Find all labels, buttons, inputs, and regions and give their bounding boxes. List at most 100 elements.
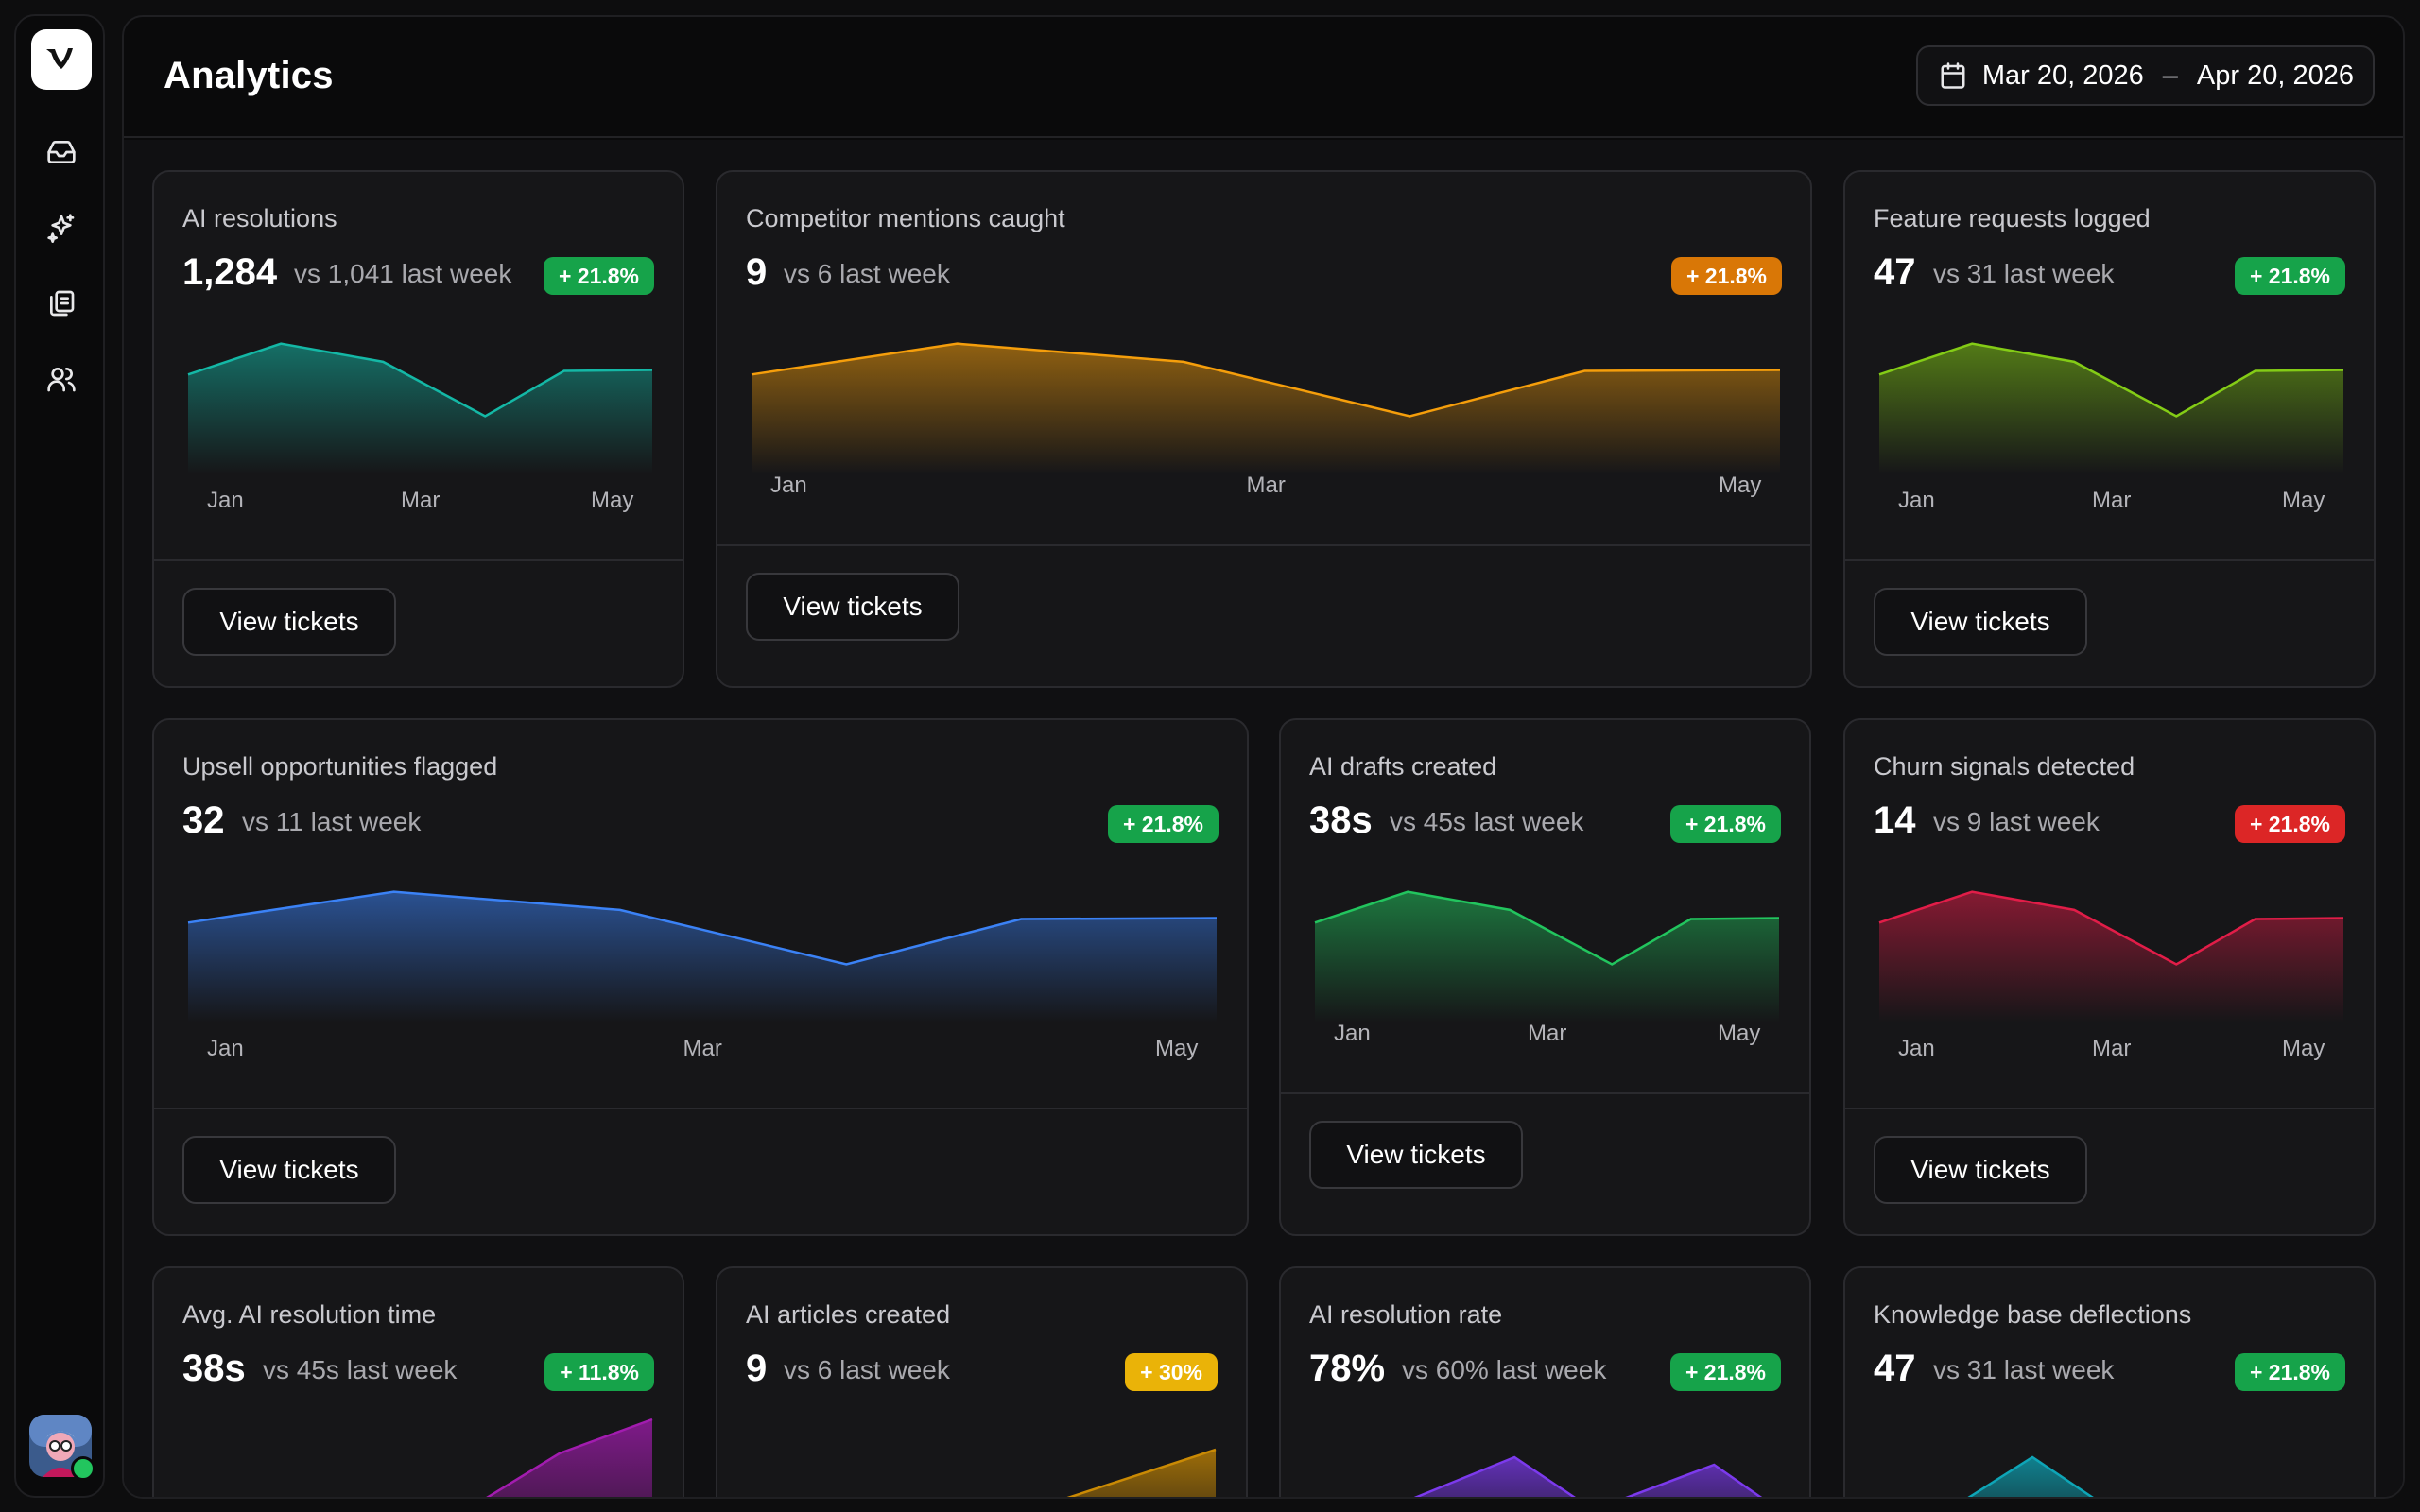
metric-comparison: vs 11 last week [242,807,422,836]
metric-value: 47 [1874,1348,1916,1389]
change-badge: + 21.8% [1669,1353,1781,1391]
card-divider [1845,559,2374,561]
view-tickets-button[interactable]: View tickets [182,1136,396,1204]
metric-comparison: vs 45s last week [1390,807,1584,836]
sparkline-area [752,343,1780,474]
x-axis-label: Mar [2092,488,2132,513]
page-title: Analytics [164,55,334,96]
card-divider [154,1108,1247,1109]
main-panel: Analytics Mar 20, 2026 – Apr 20, 2026 AI… [122,15,2405,1499]
x-axis-label: Mar [683,1036,722,1061]
sparkline-line [187,342,653,418]
sparkline-chart [1967,1455,2094,1497]
metric-card: Competitor mentions caught 9 vs 6 last wee… [716,170,1812,688]
x-axis-label: Jan [207,488,244,513]
sparkline-chart [187,342,653,474]
metric-title: Feature requests logged [1874,204,2151,232]
view-tickets-button[interactable]: View tickets [182,588,396,656]
metric-title: Knowledge base deflections [1874,1300,2192,1329]
x-axis-label: May [2282,1036,2325,1061]
sparkline-area [1969,1457,2092,1497]
copy-icon[interactable] [44,286,78,320]
metric-value: 9 [746,251,768,293]
inbox-icon[interactable] [44,135,78,169]
sparkline-area [1315,891,1779,1022]
metric-value: 9 [746,1348,768,1389]
metric-card: AI resolutions 1,284 vs 1,041 last week + 2… [152,170,684,688]
card-divider [717,544,1810,546]
metric-value: 38s [182,1348,246,1389]
x-axis-label: Mar [1246,472,1286,498]
online-status-dot [71,1456,95,1481]
metric-comparison: vs 31 last week [1933,259,2115,288]
x-axis-label: May [1719,472,1762,498]
x-axis-label: Mar [2092,1036,2132,1061]
calendar-icon [1941,62,1965,89]
sparkline-chart [1314,890,1780,1022]
sparkline-area [1070,1450,1216,1497]
sparkline-line [1878,890,2344,966]
date-range-picker[interactable]: Mar 20, 2026 – Apr 20, 2026 [1915,45,2375,106]
change-badge: + 21.8% [1669,805,1781,843]
metric-card: Upsell opportunities flagged 32 vs 11 last… [152,718,1249,1236]
sparkline-line [187,890,1218,966]
card-divider [1845,1108,2374,1109]
view-tickets-button[interactable]: View tickets [1874,1136,2087,1204]
change-badge: + 21.8% [1107,805,1219,843]
date-end: Apr 20, 2026 [2196,60,2354,91]
metric-card: AI resolution rate 78% vs 60% last week + 2… [1279,1266,1811,1497]
sparkline-line [1967,1455,2094,1497]
metric-card: AI drafts created 38s vs 45s last week + 21… [1279,718,1811,1236]
sparkline-line [1413,1455,1763,1497]
metric-value: 32 [182,799,225,841]
metric-title: Avg. AI resolution time [182,1300,437,1329]
x-axis-label: May [1155,1036,1199,1061]
metric-title: AI drafts created [1309,752,1497,781]
user-avatar[interactable] [29,1415,95,1481]
metric-comparison: vs 6 last week [784,259,950,288]
sparkline-chart [1878,342,2344,474]
change-badge: + 21.8% [2234,1353,2345,1391]
sparkles-icon[interactable] [44,211,78,245]
view-tickets-button[interactable]: View tickets [746,573,959,641]
x-axis-label: Mar [401,488,441,513]
metric-title: AI resolutions [182,204,337,232]
x-axis-label: Jan [1334,1021,1371,1046]
change-badge: + 21.8% [2234,805,2345,843]
brand-logo-icon[interactable] [31,29,92,90]
metric-title: Competitor mentions caught [746,204,1065,232]
metric-title: AI resolution rate [1309,1300,1503,1329]
date-separator: – [2162,60,2178,91]
change-badge: + 30% [1125,1353,1218,1391]
sparkline-area [1879,891,2343,1022]
metric-value: 38s [1309,799,1373,841]
view-tickets-button[interactable]: View tickets [1874,588,2087,656]
page-header: Analytics Mar 20, 2026 – Apr 20, 2026 [124,17,2403,138]
sparkline-line [751,342,1781,418]
users-icon[interactable] [44,362,78,396]
metric-card: Knowledge base deflections 47 vs 31 last w… [1843,1266,2376,1497]
sparkline-line [1066,1448,1217,1497]
x-axis-label: Jan [207,1036,244,1061]
change-badge: + 21.8% [1670,257,1782,295]
metric-comparison: vs 1,041 last week [294,259,512,288]
sparkline-area [1417,1457,1760,1497]
sparkline-chart [486,1418,653,1497]
sparkline-chart [1878,890,2344,1022]
x-axis-label: Jan [770,472,807,498]
sparkline-chart [751,342,1781,474]
sparkline-chart [187,890,1218,1022]
sparkline-area [488,1419,652,1497]
metric-card: Churn signals detected 14 vs 9 last week + … [1843,718,2376,1236]
metric-card: Avg. AI resolution time 38s vs 45s last we… [152,1266,684,1497]
change-badge: + 11.8% [544,1353,654,1391]
metric-card: Feature requests logged 47 vs 31 last week… [1843,170,2376,688]
sidebar [14,14,105,1498]
metric-title: AI articles created [746,1300,951,1329]
date-start: Mar 20, 2026 [1981,60,2144,91]
sparkline-area [188,891,1217,1022]
metric-card: AI articles created 9 vs 6 last week + 30% [716,1266,1248,1497]
view-tickets-button[interactable]: View tickets [1309,1121,1523,1189]
metric-value: 1,284 [182,251,278,293]
card-divider [154,559,683,561]
